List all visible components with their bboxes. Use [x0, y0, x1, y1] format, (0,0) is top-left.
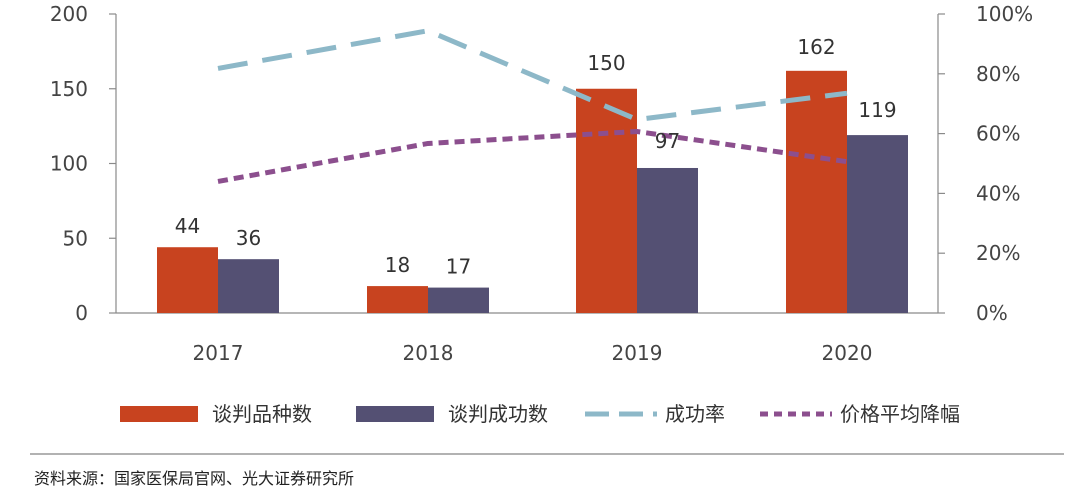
bar-谈判品种数-2019	[576, 88, 637, 313]
data-label-谈判品种数-2017: 44	[175, 214, 200, 238]
line-series-成功率	[217, 28, 848, 123]
data-label-谈判品种数-2018: 18	[385, 253, 410, 277]
data-label-谈判品种数-2020: 162	[797, 35, 835, 59]
data-labels-layer: 44 18 150 162 36 17 97 119	[175, 35, 897, 279]
data-label-谈判品种数-2019: 150	[587, 51, 625, 75]
x-tick-label-2017: 2017	[193, 341, 244, 365]
legend-label-成功率: 成功率	[665, 402, 725, 426]
bars-layer	[157, 70, 908, 313]
bar-谈判品种数-2017	[157, 247, 218, 313]
legend-swatch-谈判品种数	[120, 406, 198, 422]
bar-谈判成功数-2017	[218, 259, 279, 313]
right-y-tick-label-5: 100%	[976, 2, 1033, 26]
right-y-tick-label-3: 60%	[976, 122, 1020, 146]
axes-layer: 0 50 100 150 200 0% 20% 40% 60% 80% 100% 2017 2018 20…	[50, 2, 1033, 365]
left-y-tick-label-1: 50	[63, 226, 88, 250]
source-note: 资料来源：国家医保局官网、光大证券研究所	[34, 469, 354, 488]
bar-谈判品种数-2020	[786, 70, 847, 313]
right-y-tick-label-1: 20%	[976, 241, 1020, 265]
legend: 谈判品种数 谈判成功数 成功率 价格平均降幅	[120, 402, 960, 426]
data-label-谈判成功数-2018: 17	[446, 255, 471, 279]
right-y-tick-label-4: 80%	[976, 62, 1020, 86]
lines-layer	[217, 28, 848, 184]
bar-谈判成功数-2019	[637, 167, 698, 313]
x-tick-label-2019: 2019	[612, 341, 663, 365]
left-y-tick-label-0: 0	[75, 301, 88, 325]
right-y-tick-label-0: 0%	[976, 301, 1008, 325]
data-label-谈判成功数-2019: 97	[655, 129, 680, 153]
legend-label-谈判成功数: 谈判成功数	[448, 402, 548, 426]
legend-label-谈判品种数: 谈判品种数	[212, 402, 312, 426]
left-y-tick-label-3: 150	[50, 77, 88, 101]
data-label-谈判成功数-2017: 36	[236, 226, 261, 250]
data-label-谈判成功数-2020: 119	[858, 98, 896, 122]
legend-swatch-谈判成功数	[356, 406, 434, 422]
x-tick-label-2020: 2020	[822, 341, 873, 365]
bar-谈判成功数-2020	[847, 135, 908, 313]
line-series-价格平均降幅	[217, 129, 848, 184]
left-y-tick-label-2: 100	[50, 152, 88, 176]
right-y-tick-label-2: 40%	[976, 181, 1020, 205]
bar-谈判品种数-2018	[367, 286, 428, 313]
legend-label-价格平均降幅: 价格平均降幅	[840, 402, 960, 426]
bar-谈判成功数-2018	[428, 287, 489, 313]
left-y-tick-label-4: 200	[50, 2, 88, 26]
x-tick-label-2018: 2018	[403, 341, 454, 365]
